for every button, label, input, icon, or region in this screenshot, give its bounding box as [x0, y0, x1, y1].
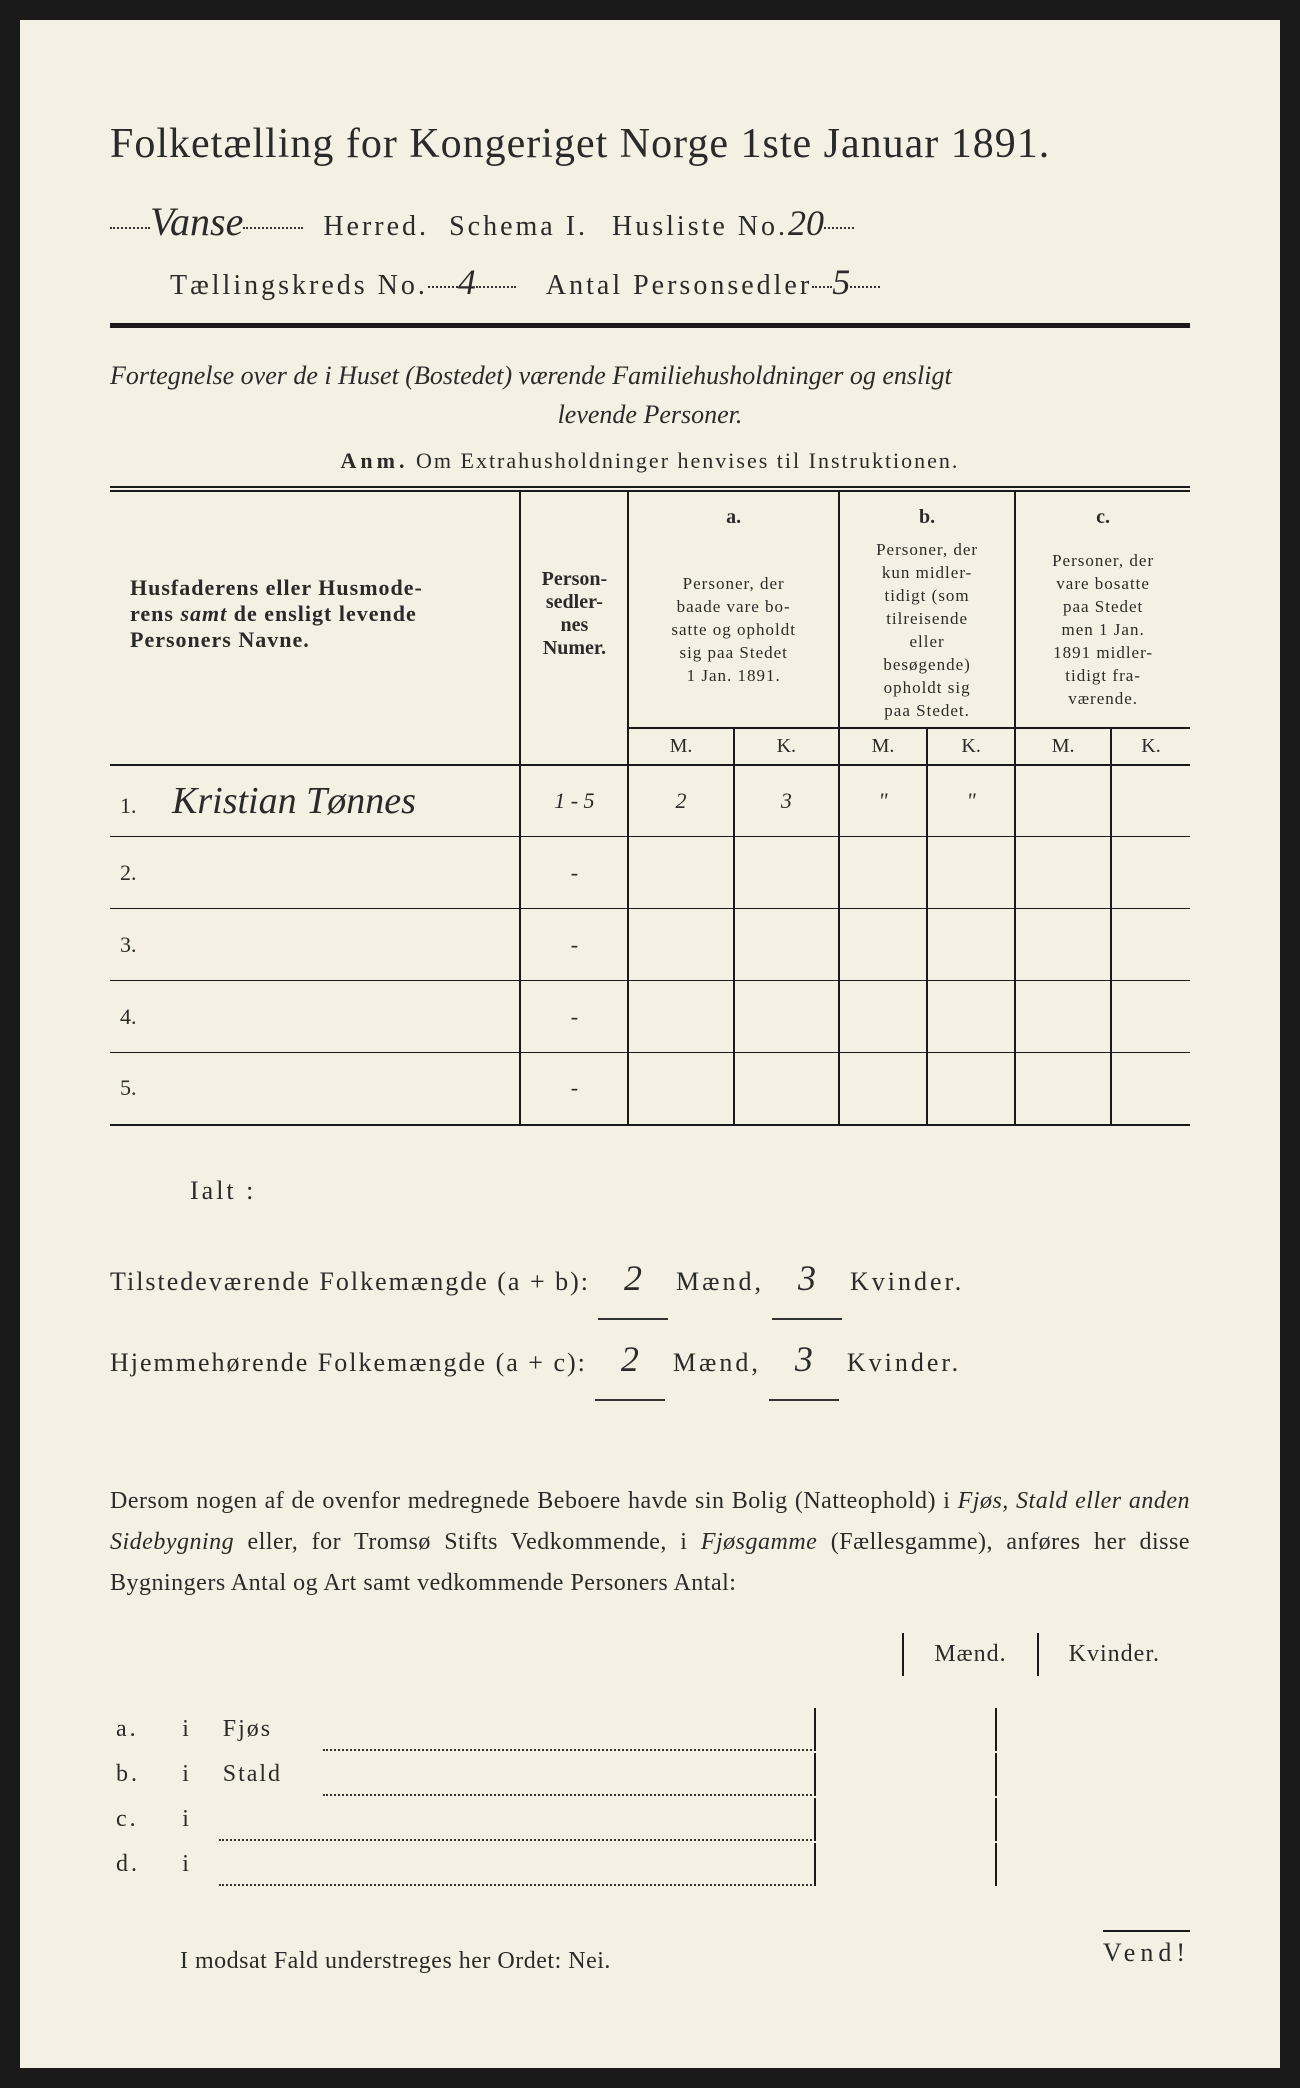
rule — [110, 323, 1190, 328]
bottom-table: a. i Fjøs b. i Stald c. i d. i — [110, 1706, 1190, 1888]
herred-value: Vanse — [150, 198, 243, 245]
nei-line: I modsat Fald understreges her Ordet: Ne… — [110, 1948, 1190, 1975]
totals-m: 2 — [598, 1239, 668, 1320]
cell-am: 2 — [628, 765, 733, 837]
table-row: 1. Kristian Tønnes 1 - 5 2 3 " " — [110, 765, 1190, 837]
bottom-label: c. — [112, 1798, 176, 1841]
row-num: 5. — [110, 1053, 520, 1125]
bottom-row: c. i — [112, 1798, 1188, 1841]
anm-note: Anm. Om Extrahusholdninger henvises til … — [110, 448, 1190, 474]
subtitle: Fortegnelse over de i Huset (Bostedet) v… — [110, 356, 1190, 434]
totals-block: Ialt : Tilstedeværende Folkemængde (a + … — [110, 1162, 1190, 1402]
col-header-name: Husfaderens eller Husmode-rens samt de e… — [110, 492, 520, 728]
col-a-desc: Personer, derbaade vare bo-satte og opho… — [628, 535, 839, 728]
totals-line-2: Hjemmehørende Folkemængde (a + c): 2 Mæn… — [110, 1320, 1190, 1401]
kvinder-label: Kvinder. — [850, 1253, 964, 1310]
cell-bk: " — [927, 765, 1015, 837]
row-num: 2. — [110, 837, 520, 909]
mk-header: K. — [734, 728, 839, 765]
col-c-label: c. — [1015, 492, 1190, 535]
col-a-label: a. — [628, 492, 839, 535]
census-form-page: Folketælling for Kongeriget Norge 1ste J… — [20, 20, 1280, 2068]
bottom-row: d. i — [112, 1843, 1188, 1886]
anm-text: Om Extrahusholdninger henvises til Instr… — [416, 448, 959, 473]
cell-ck — [1111, 765, 1190, 837]
antal-label: Antal Personsedler — [546, 270, 812, 302]
vend-label: Vend! — [1103, 1930, 1190, 1968]
cell-num: - — [520, 981, 628, 1053]
row-num: 3. — [110, 909, 520, 981]
totals-label: Tilstedeværende Folkemængde (a + b): — [110, 1253, 590, 1310]
bottom-i: i — [178, 1843, 217, 1886]
subtitle-line2: levende Personer. — [110, 395, 1190, 434]
mk-header: K. — [1111, 728, 1190, 765]
husliste-value: 20 — [788, 202, 824, 244]
header-line-1: Vanse Herred. Schema I. Husliste No. 20 — [110, 198, 1190, 245]
cell-num: - — [520, 1053, 628, 1125]
schema-label: Schema I. — [449, 211, 588, 243]
totals-line-1: Tilstedeværende Folkemængde (a + b): 2 M… — [110, 1239, 1190, 1320]
bottom-maend-label: Mænd. — [902, 1633, 1036, 1676]
kreds-label: Tællingskreds No. — [170, 270, 428, 302]
bottom-paragraph: Dersom nogen af de ovenfor medregnede Be… — [110, 1481, 1190, 1603]
table-row: 4. - — [110, 981, 1190, 1053]
ialt-label: Ialt : — [110, 1162, 1190, 1219]
totals-k: 3 — [772, 1239, 842, 1320]
bottom-label: a. — [112, 1708, 176, 1751]
maend-label: Mænd, — [676, 1253, 764, 1310]
kvinder-label: Kvinder. — [847, 1334, 961, 1391]
table-row: 2. - — [110, 837, 1190, 909]
col-header-num: Person-sedler-nesNumer. — [520, 492, 628, 728]
bottom-row: b. i Stald — [112, 1753, 1188, 1796]
cell-bm: " — [839, 765, 927, 837]
mk-header: K. — [927, 728, 1015, 765]
cell-cm — [1015, 765, 1111, 837]
maend-label: Mænd, — [673, 1334, 761, 1391]
husliste-label: Husliste No. — [612, 211, 788, 243]
bottom-text: Fjøs — [219, 1708, 322, 1751]
bottom-header: Mænd. Kvinder. — [110, 1633, 1190, 1676]
bottom-text: Stald — [219, 1753, 322, 1796]
mk-header: M. — [839, 728, 927, 765]
table-row: 5. - — [110, 1053, 1190, 1125]
col-c-desc: Personer, dervare bosattepaa Stedetmen 1… — [1015, 535, 1190, 728]
anm-prefix: Anm. — [341, 448, 409, 473]
antal-value: 5 — [832, 261, 850, 303]
cell-num: - — [520, 909, 628, 981]
bottom-label: d. — [112, 1843, 176, 1886]
cell-num: - — [520, 837, 628, 909]
bottom-label: b. — [112, 1753, 176, 1796]
row-num: 1. — [120, 793, 137, 818]
mk-header: M. — [628, 728, 733, 765]
bottom-i: i — [178, 1708, 217, 1751]
totals-label: Hjemmehørende Folkemængde (a + c): — [110, 1334, 587, 1391]
col-b-desc: Personer, derkun midler-tidigt (somtilre… — [839, 535, 1015, 728]
bottom-i: i — [178, 1753, 217, 1796]
bottom-i: i — [178, 1798, 217, 1841]
bottom-kvinder-label: Kvinder. — [1037, 1633, 1190, 1676]
totals-m: 2 — [595, 1320, 665, 1401]
herred-label: Herred. — [323, 211, 429, 243]
header-line-2: Tællingskreds No. 4 Antal Personsedler 5 — [110, 261, 1190, 303]
census-table: Husfaderens eller Husmode-rens samt de e… — [110, 492, 1190, 1126]
totals-k: 3 — [769, 1320, 839, 1401]
cell-num: 1 - 5 — [520, 765, 628, 837]
kreds-value: 4 — [458, 261, 476, 303]
page-title: Folketælling for Kongeriget Norge 1ste J… — [110, 120, 1190, 168]
cell-ak: 3 — [734, 765, 839, 837]
row-num: 4. — [110, 981, 520, 1053]
table-row: 3. - — [110, 909, 1190, 981]
col-b-label: b. — [839, 492, 1015, 535]
person-name: Kristian Tønnes — [142, 780, 416, 822]
bottom-row: a. i Fjøs — [112, 1708, 1188, 1751]
mk-header: M. — [1015, 728, 1111, 765]
subtitle-line1: Fortegnelse over de i Huset (Bostedet) v… — [110, 361, 952, 390]
